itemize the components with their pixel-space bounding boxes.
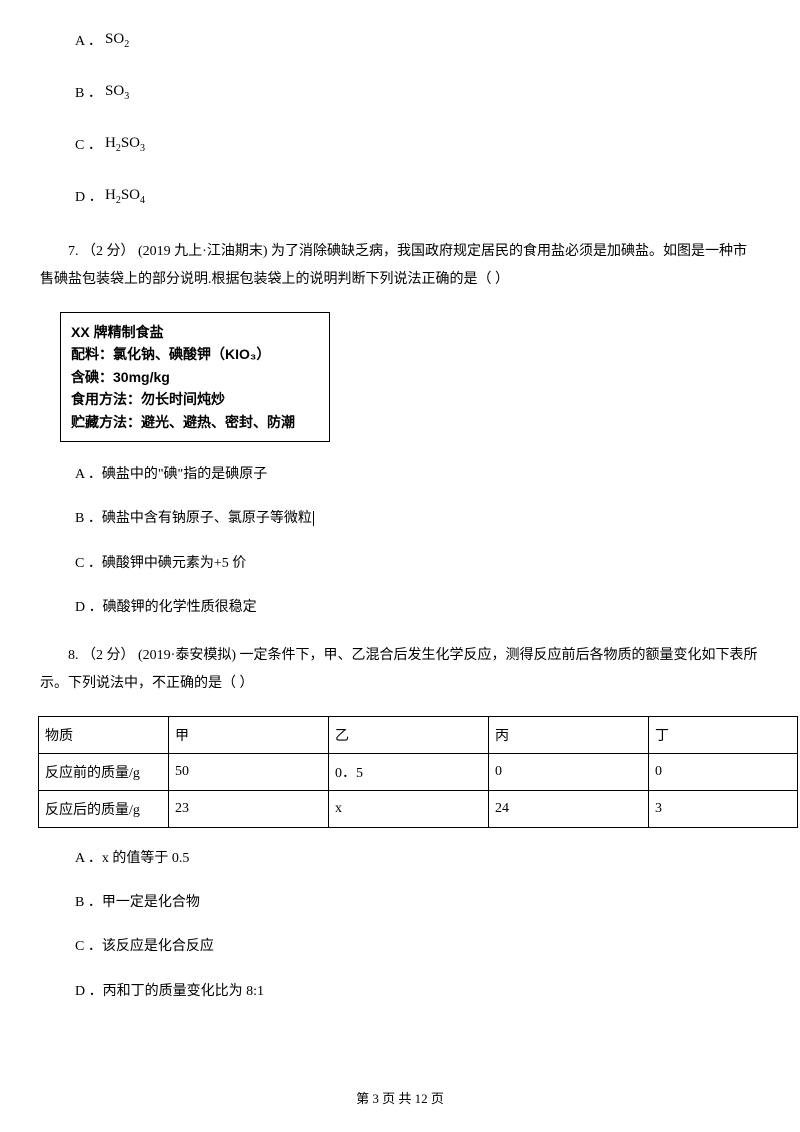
option-label: B ． xyxy=(75,82,105,102)
q7-option-d: D ．碘酸钾的化学性质很稳定 xyxy=(75,597,780,619)
q6-option-d: D ． H2SO4 xyxy=(75,186,780,206)
q6-option-a: A ． SO2 xyxy=(75,30,780,50)
q7-option-b: B ．碘盐中含有钠原子、氯原子等微粒 xyxy=(75,508,780,530)
table-cell: 丙 xyxy=(489,716,649,753)
table-row: 物质 甲 乙 丙 丁 xyxy=(39,716,798,753)
table-cell: 0．5 xyxy=(329,753,489,790)
q8-option-a: A ．x 的值等于 0.5 xyxy=(75,848,780,870)
table-cell: 丁 xyxy=(649,716,798,753)
box-line: 配料：氯化钠、碘酸钾（KIO₃） xyxy=(71,343,319,365)
table-cell: 23 xyxy=(169,790,329,827)
formula: H2SO3 xyxy=(105,135,145,154)
table-cell: 50 xyxy=(169,753,329,790)
salt-label-box: XX 牌精制食盐 配料：氯化钠、碘酸钾（KIO₃） 含碘：30mg/kg 食用方… xyxy=(60,312,330,442)
q8-option-b: B ．甲一定是化合物 xyxy=(75,892,780,914)
table-cell: 甲 xyxy=(169,716,329,753)
table-cell: 24 xyxy=(489,790,649,827)
box-line: 贮藏方法：避光、避热、密封、防潮 xyxy=(71,411,319,433)
box-line: 含碘：30mg/kg xyxy=(71,366,319,388)
q7-option-c: C ．碘酸钾中碘元素为+5 价 xyxy=(75,553,780,575)
table-cell: 反应前的质量/g xyxy=(39,753,169,790)
table-cell: 3 xyxy=(649,790,798,827)
box-line: 食用方法：勿长时间炖炒 xyxy=(71,388,319,410)
q6-option-c: C ． H2SO3 xyxy=(75,134,780,154)
formula: SO2 xyxy=(105,31,129,50)
q8-stem: 8. （2 分） (2019·泰安模拟) 一定条件下，甲、乙混合后发生化学反应，… xyxy=(40,642,760,698)
table-cell: x xyxy=(329,790,489,827)
table-cell: 0 xyxy=(649,753,798,790)
formula: H2SO4 xyxy=(105,187,145,206)
q7-option-a: A ．碘盐中的"碘"指的是碘原子 xyxy=(75,464,780,486)
table-row: 反应前的质量/g 50 0．5 0 0 xyxy=(39,753,798,790)
table-cell: 0 xyxy=(489,753,649,790)
formula: SO3 xyxy=(105,83,129,102)
box-line: XX 牌精制食盐 xyxy=(71,321,319,343)
q8-option-d: D ．丙和丁的质量变化比为 8:1 xyxy=(75,981,780,1003)
table-cell: 物质 xyxy=(39,716,169,753)
page-footer: 第 3 页 共 12 页 xyxy=(20,1088,780,1107)
table-cell: 乙 xyxy=(329,716,489,753)
option-label: C ． xyxy=(75,134,105,154)
q8-option-c: C ．该反应是化合反应 xyxy=(75,936,780,958)
table-row: 反应后的质量/g 23 x 24 3 xyxy=(39,790,798,827)
table-cell: 反应后的质量/g xyxy=(39,790,169,827)
option-label: A ． xyxy=(75,30,105,50)
q8-table: 物质 甲 乙 丙 丁 反应前的质量/g 50 0．5 0 0 反应后的质量/g … xyxy=(38,716,798,828)
q6-option-b: B ． SO3 xyxy=(75,82,780,102)
option-label: D ． xyxy=(75,186,105,206)
q7-stem: 7. （2 分） (2019 九上·江油期末) 为了消除碘缺乏病，我国政府规定居… xyxy=(40,238,760,294)
